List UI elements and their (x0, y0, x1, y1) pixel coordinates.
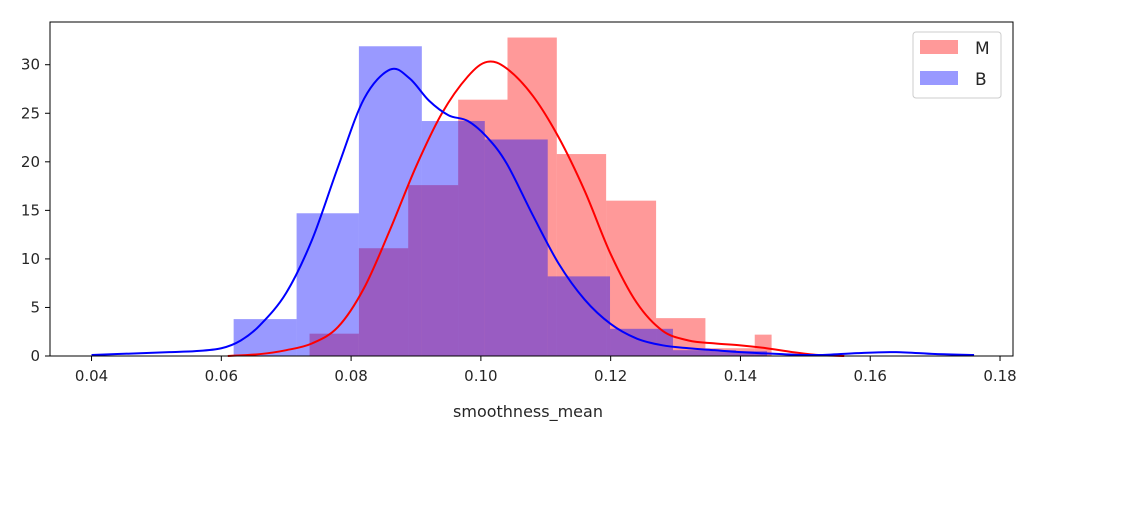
y-tick-label-2: 10 (21, 250, 40, 268)
bar-b-7 (672, 350, 736, 356)
x-tick-label-1: 0.06 (205, 367, 238, 385)
bar-m-1 (358, 248, 409, 356)
x-tick-label-7: 0.18 (983, 367, 1016, 385)
bar-m-9 (754, 334, 772, 356)
b-histogram-bars (233, 46, 768, 357)
bar-b-6 (610, 328, 673, 356)
bar-m-5 (556, 154, 607, 356)
x-tick-label-0: 0.04 (75, 367, 108, 385)
bar-m-4 (507, 37, 557, 356)
kde-line-m (227, 60, 845, 357)
kde-line-b (91, 67, 975, 357)
legend-swatch-b (920, 71, 958, 85)
kde-curves (91, 60, 975, 357)
legend-swatch-m (920, 40, 958, 54)
x-axis-label: smoothness_mean (453, 402, 603, 422)
y-axis-ticks: 0 5 10 15 20 25 30 (21, 56, 50, 365)
bar-b-2 (358, 46, 422, 357)
legend-label-m: M (975, 39, 990, 59)
bar-b-3 (421, 121, 485, 356)
x-tick-label-2: 0.08 (334, 367, 367, 385)
axes-frame (49, 21, 1014, 357)
y-tick-label-5: 25 (21, 104, 40, 122)
plot-area (91, 37, 975, 357)
y-tick-label-1: 5 (30, 298, 40, 316)
y-tick-label-4: 20 (21, 153, 40, 171)
bar-m-3 (458, 99, 508, 357)
x-tick-label-6: 0.16 (854, 367, 887, 385)
bar-m-2 (408, 185, 459, 356)
x-tick-label-5: 0.14 (724, 367, 757, 385)
bar-b-1 (296, 213, 359, 356)
y-tick-label-6: 30 (21, 56, 40, 74)
bar-m-6 (606, 200, 657, 356)
x-tick-label-3: 0.10 (464, 367, 497, 385)
legend: M B (912, 31, 1002, 99)
x-axis-ticks: 0.04 0.06 0.08 0.10 0.12 0.14 0.16 0.18 (75, 356, 1017, 385)
bar-b-4 (484, 139, 548, 356)
y-tick-label-0: 0 (30, 347, 40, 365)
x-tick-label-4: 0.12 (594, 367, 627, 385)
y-tick-label-3: 15 (21, 201, 40, 219)
legend-label-b: B (975, 70, 987, 90)
